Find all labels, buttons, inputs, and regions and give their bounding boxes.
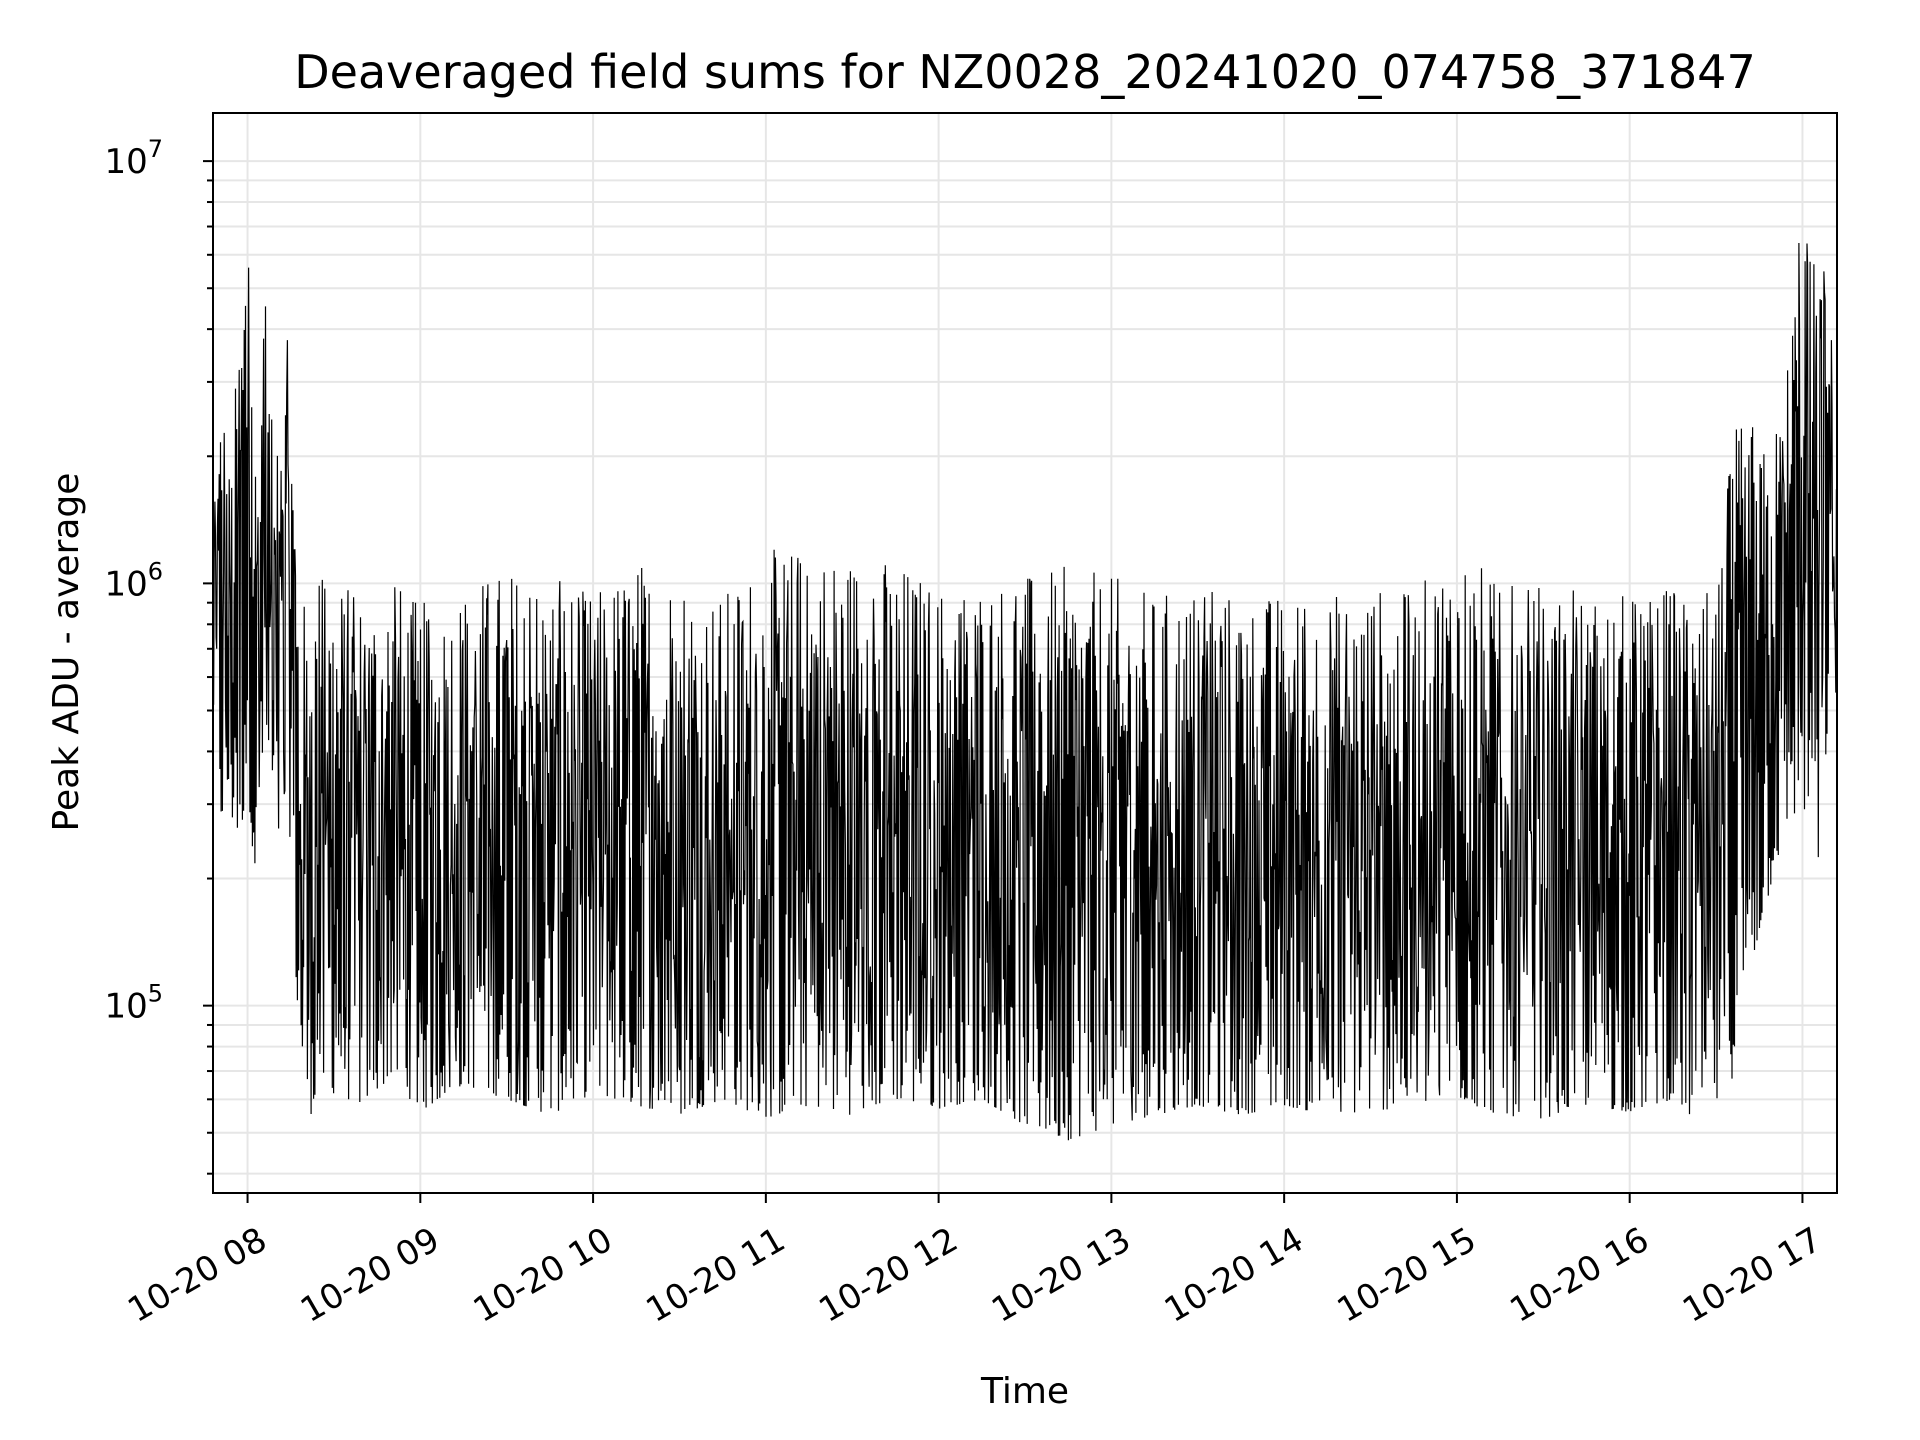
y-axis: 105 106 107 — [104, 135, 213, 1175]
y-axis-label: Peak ADU - average — [46, 473, 87, 832]
data-series — [212, 242, 1838, 1141]
chart-title: Deaveraged field sums for NZ0028_2024102… — [294, 45, 1755, 99]
plot-frame — [212, 112, 1838, 1194]
y-tick-label: 106 — [104, 557, 163, 604]
y-tick-label: 105 — [104, 980, 163, 1027]
y-tick-label: 107 — [104, 135, 163, 182]
x-axis-label: Time — [980, 1371, 1069, 1412]
series-line — [212, 242, 1838, 1141]
